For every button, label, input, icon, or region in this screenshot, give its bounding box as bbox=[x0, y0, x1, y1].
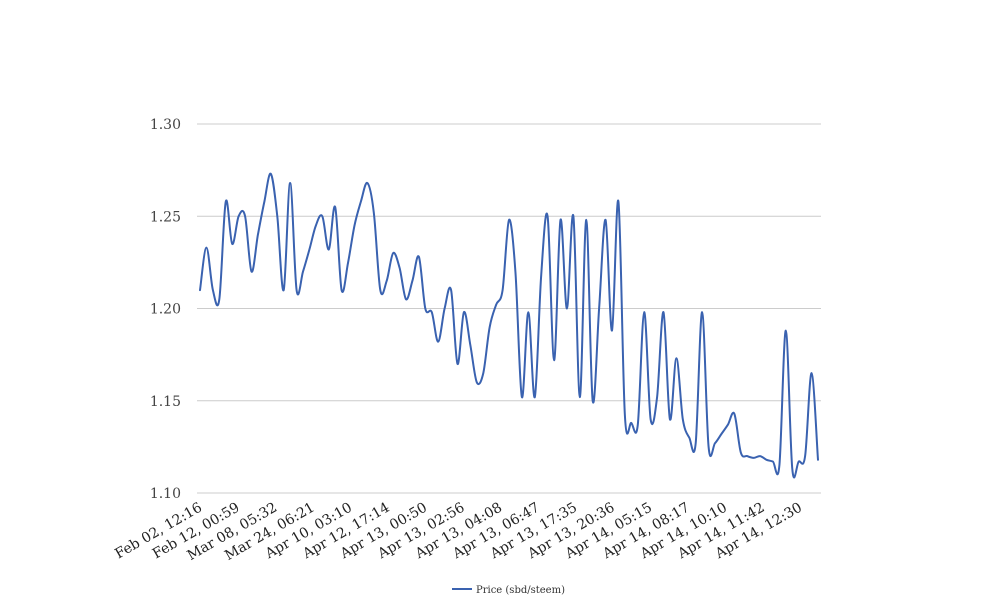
y-tick-label: 1.10 bbox=[150, 486, 181, 502]
gridlines bbox=[197, 123, 821, 494]
y-tick-label: 1.25 bbox=[150, 209, 181, 225]
series-line bbox=[199, 172, 819, 479]
legend-label: Price (sbd/steem) bbox=[476, 585, 565, 596]
y-tick-label: 1.15 bbox=[150, 394, 181, 410]
y-axis-tick-labels: 1.10 1.15 1.20 1.25 1.30 bbox=[150, 117, 181, 502]
legend: Price (sbd/steem) bbox=[452, 585, 565, 596]
y-tick-label: 1.20 bbox=[150, 302, 181, 318]
y-tick-label: 1.30 bbox=[150, 117, 181, 133]
series-layer bbox=[199, 172, 819, 479]
